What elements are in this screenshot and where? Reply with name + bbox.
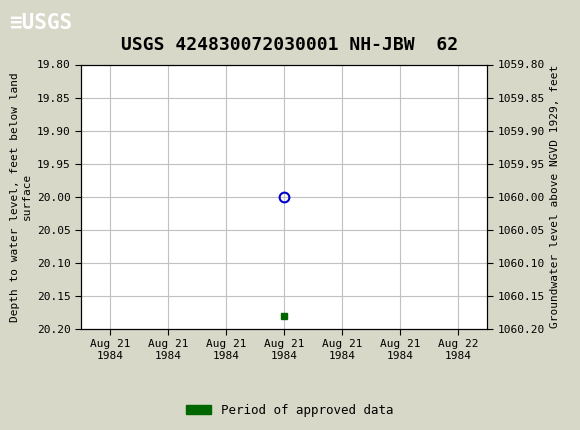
Y-axis label: Groundwater level above NGVD 1929, feet: Groundwater level above NGVD 1929, feet [550,65,560,329]
Legend: Period of approved data: Period of approved data [181,399,399,421]
Y-axis label: Depth to water level, feet below land
surface: Depth to water level, feet below land su… [10,72,31,322]
Text: USGS 424830072030001 NH-JBW  62: USGS 424830072030001 NH-JBW 62 [121,36,459,54]
Text: ≡USGS: ≡USGS [9,12,72,33]
